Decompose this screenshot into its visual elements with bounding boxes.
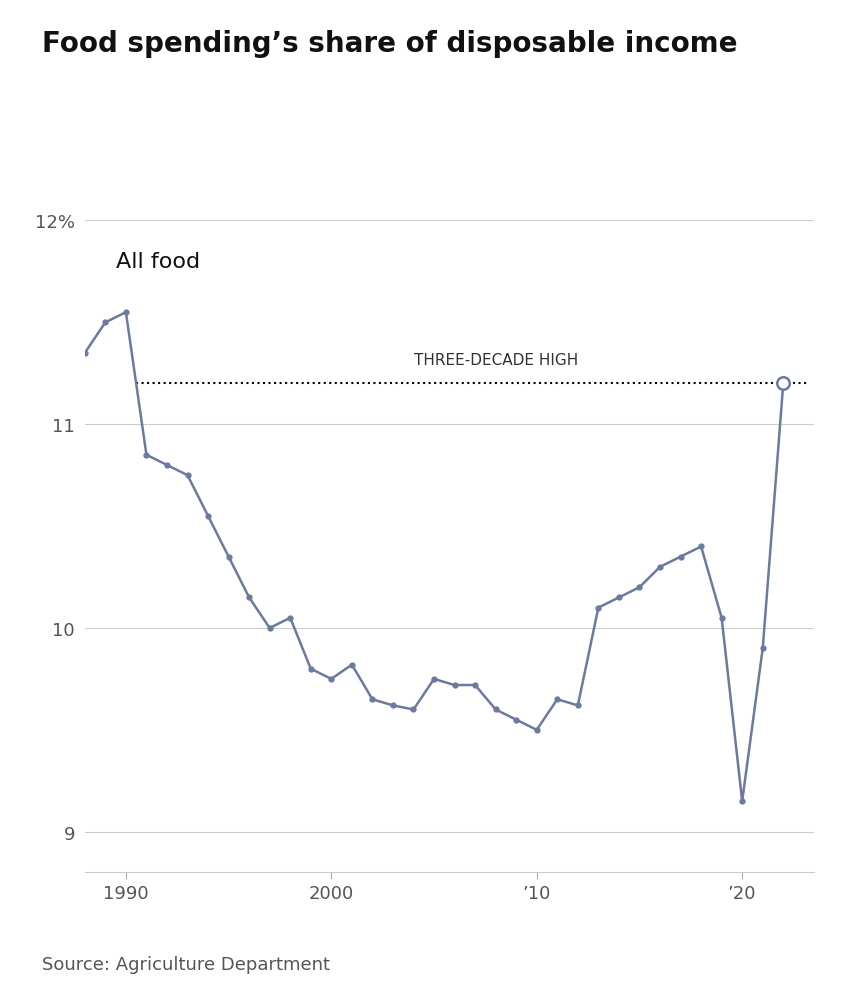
Text: Food spending’s share of disposable income: Food spending’s share of disposable inco…: [42, 30, 738, 58]
Text: Source: Agriculture Department: Source: Agriculture Department: [42, 955, 331, 973]
Text: THREE-DECADE HIGH: THREE-DECADE HIGH: [414, 353, 577, 368]
Text: All food: All food: [115, 252, 200, 272]
